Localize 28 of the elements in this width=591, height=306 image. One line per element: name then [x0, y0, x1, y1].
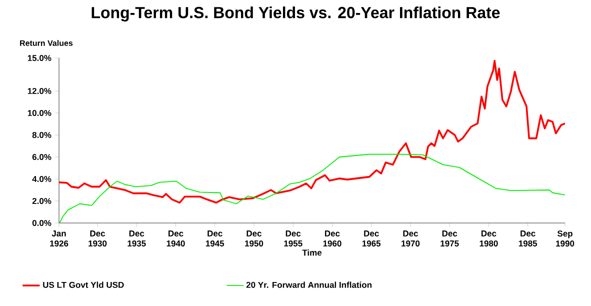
x-tick-label: Dec 1955 [284, 230, 302, 246]
y-tick-label: 4.0% [32, 176, 52, 182]
x-tick-label: Dec 1970 [402, 230, 420, 246]
y-tick-label: 2.0% [32, 198, 52, 204]
x-tick-label: Dec 1935 [128, 230, 146, 246]
x-tick-label: Dec 1945 [206, 230, 224, 246]
x-tick-label: Dec 1940 [166, 230, 185, 246]
x-tick-label: Dec 1950 [245, 230, 264, 246]
x-tick-label: Dec 1960 [323, 230, 342, 246]
x-tick-label: Dec 1975 [440, 230, 459, 246]
legend-label: 20 Yr. Forward Annual Inflation [246, 282, 372, 288]
chart-title: Long-Term U.S. Bond Yields vs. 20-Year Inflation Rate [92, 6, 500, 22]
y-tick-label: 6.0% [32, 154, 52, 160]
x-tick-label: Jan 1926 [50, 230, 68, 246]
x-tick-label: Dec 1985 [518, 230, 538, 246]
legend-label: US LT Govt Yld USD [43, 282, 124, 288]
y-tick-label: 8.0% [32, 132, 52, 138]
x-tick-label: Dec 1965 [362, 230, 381, 246]
x-tick-label: Dec 1980 [480, 230, 498, 246]
x-tick-label: Sep 1990 [556, 230, 574, 247]
x-axis-title: Time [302, 249, 322, 256]
y-axis-title: Return Values [20, 40, 73, 46]
y-tick-label: 15.0% [28, 55, 52, 62]
x-tick-label: Dec 1930 [88, 230, 107, 246]
y-tick-label: 10.0% [28, 110, 52, 116]
y-tick-label: 0.0% [32, 220, 52, 226]
y-tick-label: 12.0% [28, 88, 52, 94]
line-series [59, 60, 566, 204]
